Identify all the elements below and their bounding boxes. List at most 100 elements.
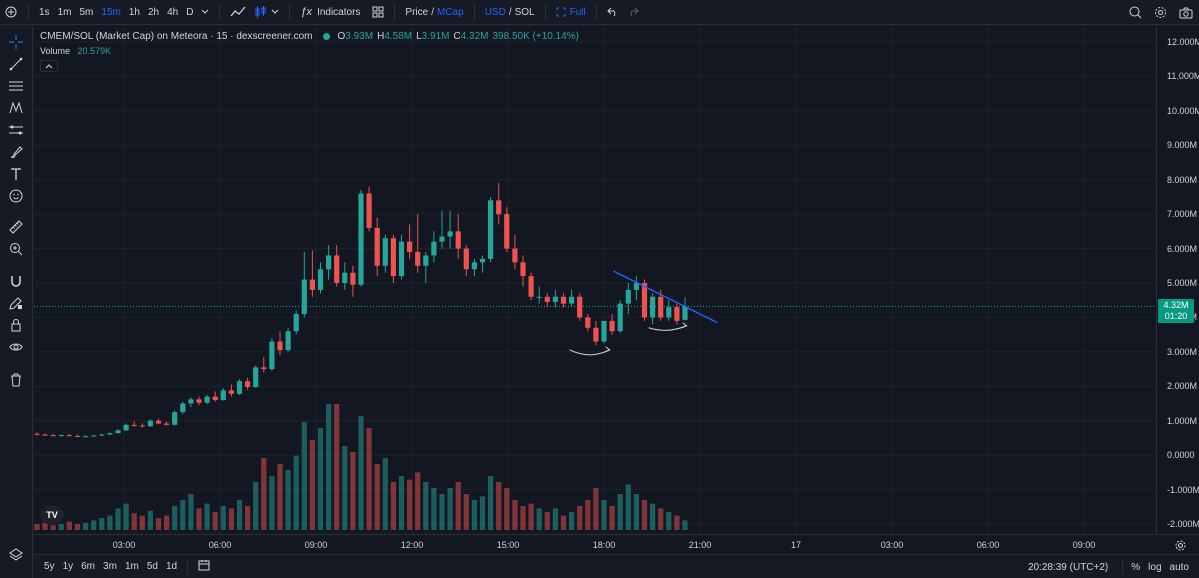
remove-drawings-button[interactable] <box>6 371 26 389</box>
volume-bar <box>658 508 664 530</box>
candle-body <box>560 296 567 304</box>
volume-bar <box>471 500 477 530</box>
candle-body <box>504 214 510 249</box>
measure-tool-button[interactable] <box>6 218 26 236</box>
crosshair-tool-button[interactable] <box>6 33 26 51</box>
interval-1s[interactable]: 1s <box>39 6 50 18</box>
go-to-date-button[interactable] <box>194 559 214 574</box>
tradingview-logo[interactable]: TV <box>40 505 64 525</box>
volume-bar <box>139 515 145 530</box>
divider <box>473 4 475 20</box>
candle-body <box>91 435 97 437</box>
volume-bar <box>91 520 97 530</box>
candle-body <box>488 200 494 259</box>
line-chart-type-button[interactable] <box>226 0 250 25</box>
layout-button[interactable] <box>368 0 388 25</box>
object-tree-button[interactable] <box>6 546 26 564</box>
interval-15m[interactable]: 15m <box>101 6 121 18</box>
prediction-tool-button[interactable] <box>6 121 26 139</box>
zoom-tool-button[interactable] <box>6 240 26 258</box>
ohlc-change: 398.50K (+10.14%) <box>492 31 579 42</box>
lock-drawings-button[interactable] <box>6 316 26 334</box>
pattern-tool-button[interactable] <box>6 99 26 117</box>
candle-body <box>99 434 105 436</box>
range-1d[interactable]: 1d <box>165 561 178 572</box>
fib-tool-button[interactable] <box>6 77 26 95</box>
candle-body <box>350 272 356 285</box>
magnet-tool-button[interactable] <box>6 272 26 290</box>
collapse-legend-button[interactable] <box>40 60 58 72</box>
range-5d[interactable]: 5d <box>146 561 158 572</box>
interval-1m[interactable]: 1m <box>57 6 72 18</box>
fullscreen-button[interactable]: Full <box>552 0 590 25</box>
interval-D[interactable]: D <box>186 6 194 18</box>
interval-2h[interactable]: 2h <box>147 6 160 18</box>
volume-legend: Volume 20.579K <box>40 46 111 56</box>
volume-bar <box>674 515 680 530</box>
interval-dropdown[interactable] <box>197 0 213 25</box>
indicators-button[interactable]: ƒx Indicators <box>296 0 364 25</box>
volume-bar <box>50 525 56 530</box>
interval-1h[interactable]: 1h <box>128 6 140 18</box>
volume-bar <box>301 422 307 530</box>
volume-bar <box>520 506 526 530</box>
curved-arrow-drawing[interactable] <box>648 325 687 331</box>
log-scale-toggle[interactable]: log <box>1148 561 1162 573</box>
chevron-down-icon <box>272 9 279 14</box>
range-1y[interactable]: 1y <box>62 561 74 572</box>
time-axis[interactable]: 03:00 06:00 09:00 12:00 15:00 18:00 21:00 17 03:… <box>34 534 1199 554</box>
y-tick-label: 10.000M <box>1167 105 1199 116</box>
volume-bar <box>496 482 502 530</box>
divider <box>187 559 189 574</box>
hide-drawings-button[interactable] <box>6 338 26 356</box>
screenshot-button[interactable] <box>1173 0 1199 25</box>
candle-body <box>42 434 48 436</box>
price-axis[interactable]: 12.000M 11.000M 10.000M 9.000M 8.000M 7.000M 6… <box>1156 26 1199 534</box>
gear-icon <box>1175 540 1186 551</box>
user-trendline[interactable] <box>612 270 718 324</box>
axis-settings-button[interactable] <box>1175 538 1186 556</box>
interval-5m[interactable]: 5m <box>79 6 94 18</box>
range-3m[interactable]: 3m <box>103 561 117 572</box>
range-5y[interactable]: 5y <box>44 561 55 572</box>
y-tick-label: -2.000M <box>1167 519 1199 529</box>
volume-bar <box>423 482 429 530</box>
stay-drawing-button[interactable] <box>6 294 26 312</box>
candle-body <box>512 248 518 263</box>
price-mcap-toggle[interactable]: Price / MCap <box>401 0 467 25</box>
undo-button[interactable] <box>603 0 623 25</box>
slash-separator: / <box>431 6 434 18</box>
candle-body <box>577 296 583 318</box>
clock-display[interactable]: 20:28:39 (UTC+2) <box>1027 561 1109 573</box>
fx-icon: ƒx <box>300 6 313 18</box>
add-symbol-button[interactable] <box>0 0 22 25</box>
quick-search-button[interactable] <box>1123 0 1148 25</box>
settings-button[interactable] <box>1148 0 1173 25</box>
brush-icon <box>10 146 23 158</box>
chart-pane[interactable] <box>34 26 1156 534</box>
candle-body <box>253 367 259 387</box>
volume-bar <box>212 512 218 530</box>
redo-button[interactable] <box>623 0 643 25</box>
candle-body <box>204 396 210 403</box>
zoom-in-icon <box>10 243 23 256</box>
drawing-toolbar <box>0 26 33 578</box>
range-6m[interactable]: 6m <box>81 561 96 572</box>
trendline-tool-button[interactable] <box>6 55 26 73</box>
currency-toggle[interactable]: USD / SOL <box>481 0 539 25</box>
forecast-icon <box>9 125 23 135</box>
arrow-head <box>681 322 688 329</box>
x-tick-label: 17 <box>790 540 802 550</box>
percent-scale-toggle[interactable]: % <box>1131 561 1141 573</box>
auto-scale-toggle[interactable]: auto <box>1169 561 1189 573</box>
volume-bar <box>382 458 388 530</box>
volume-bar <box>682 520 688 530</box>
candle-chart-type-button[interactable] <box>250 0 283 25</box>
volume-bar <box>115 508 121 530</box>
interval-4h[interactable]: 4h <box>167 6 179 18</box>
emoji-tool-button[interactable] <box>6 187 26 205</box>
text-tool-button[interactable] <box>6 165 26 183</box>
range-1m[interactable]: 1m <box>124 561 139 572</box>
brush-tool-button[interactable] <box>6 143 26 161</box>
candlestick-chart[interactable] <box>34 26 1156 534</box>
